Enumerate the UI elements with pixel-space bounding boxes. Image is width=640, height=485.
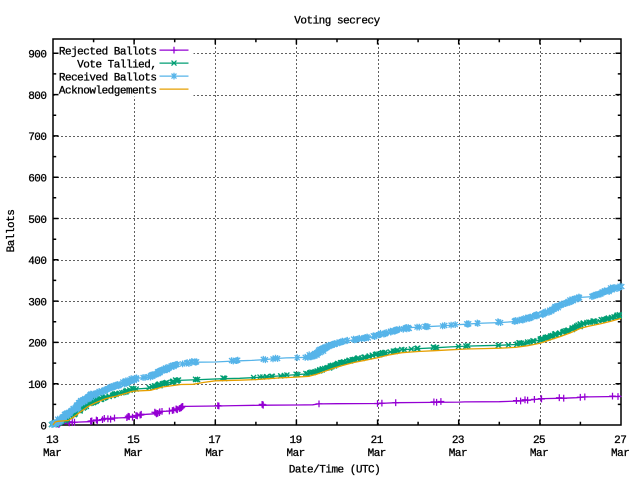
svg-text:Mar: Mar [530,448,548,460]
svg-text:Ballots: Ballots [6,210,18,253]
svg-text:17: 17 [208,435,220,447]
svg-text:Voting secrecy: Voting secrecy [294,16,380,28]
svg-text:0: 0 [40,421,46,433]
svg-text:Vote Tallied,: Vote Tallied, [77,59,156,71]
svg-text:23: 23 [452,435,464,447]
svg-text:900: 900 [28,50,46,62]
svg-text:15: 15 [127,435,139,447]
svg-text:300: 300 [28,297,46,309]
svg-text:Mar: Mar [43,448,61,460]
svg-text:600: 600 [28,174,46,186]
svg-text:700: 700 [28,132,46,144]
svg-text:400: 400 [28,256,46,268]
svg-text:Mar: Mar [205,448,223,460]
svg-text:100: 100 [28,380,46,392]
svg-text:Received Ballots: Received Ballots [59,72,157,84]
svg-text:Rejected Ballots: Rejected Ballots [59,46,157,58]
svg-text:Mar: Mar [449,448,467,460]
svg-text:13: 13 [46,435,58,447]
svg-text:Acknowledgements: Acknowledgements [59,85,157,97]
svg-text:Mar: Mar [286,448,304,460]
svg-text:21: 21 [371,435,384,447]
svg-text:800: 800 [28,91,46,103]
svg-text:Mar: Mar [611,448,629,460]
svg-text:Mar: Mar [368,448,386,460]
svg-text:Mar: Mar [124,448,142,460]
svg-text:500: 500 [28,215,46,227]
svg-text:Date/Time (UTC): Date/Time (UTC) [289,464,381,476]
svg-text:27: 27 [614,435,626,447]
svg-text:19: 19 [290,435,302,447]
svg-text:200: 200 [28,339,46,351]
svg-text:25: 25 [533,435,545,447]
